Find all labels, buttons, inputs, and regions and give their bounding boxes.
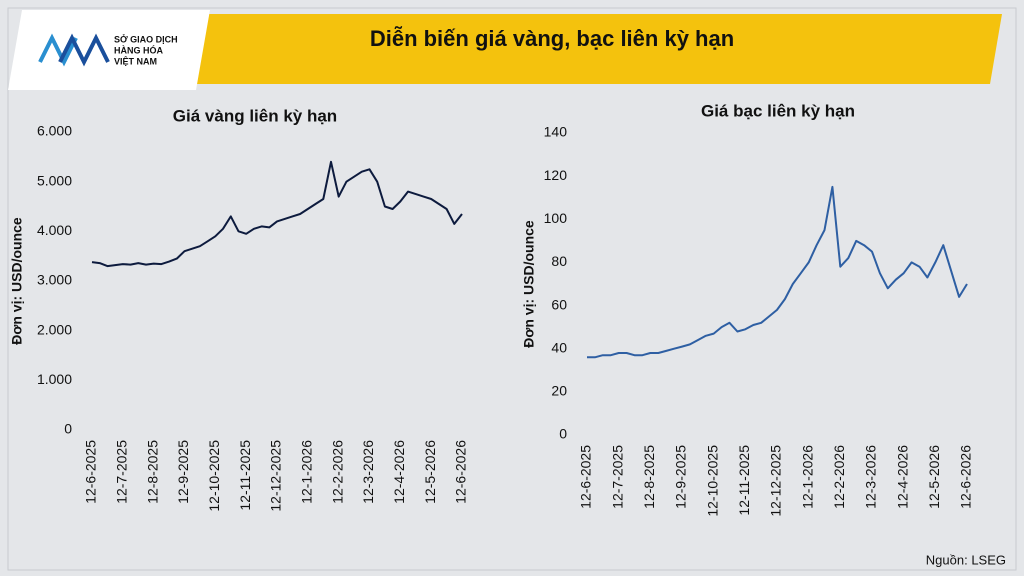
x-tick-label: 12-8-2025: [641, 445, 657, 509]
x-tick-label: 12-7-2025: [114, 440, 130, 504]
x-tick-label: 12-6-2025: [83, 440, 99, 504]
source: Nguồn: LSEG: [926, 552, 1006, 567]
logo-text: SỞ GIAO DỊCH: [114, 33, 178, 44]
frame: [7, 7, 1017, 571]
y-tick-label: 1.000: [37, 371, 72, 387]
x-tick-label: 12-11-2025: [237, 440, 253, 511]
logo-text: HÀNG HÓA: [114, 44, 163, 55]
x-tick-label: 12-1-2026: [799, 445, 815, 509]
x-tick-label: 12-1-2026: [299, 440, 315, 504]
logo-text: VIỆT NAM: [114, 55, 157, 66]
y-tick-label: 120: [544, 167, 568, 183]
y-tick-label: 80: [551, 253, 567, 269]
x-tick-label: 12-9-2025: [673, 445, 689, 509]
x-tick-label: 12-3-2026: [360, 440, 376, 504]
x-tick-label: 12-10-2025: [704, 445, 720, 517]
y-axis-label: Đơn vị: USD/ounce: [9, 217, 25, 345]
y-tick-label: 4.000: [37, 222, 72, 238]
y-tick-label: 6.000: [37, 123, 72, 139]
x-tick-label: 12-8-2025: [144, 440, 160, 504]
y-tick-label: 0: [64, 421, 72, 437]
y-tick-label: 40: [551, 339, 567, 355]
x-tick-label: 12-12-2025: [268, 440, 284, 512]
x-tick-label: 12-4-2026: [894, 445, 910, 509]
x-tick-label: 12-6-2026: [453, 440, 469, 504]
x-tick-label: 12-3-2026: [863, 445, 879, 509]
x-tick-label: 12-7-2025: [609, 445, 625, 509]
x-tick-label: 12-5-2026: [926, 445, 942, 509]
x-tick-label: 12-2-2026: [831, 445, 847, 509]
chart-title: Giá vàng liên kỳ hạn: [173, 106, 337, 125]
y-tick-label: 3.000: [37, 272, 72, 288]
y-tick-label: 2.000: [37, 321, 72, 337]
y-tick-label: 60: [551, 296, 567, 312]
header-band: [188, 14, 1002, 84]
x-tick-label: 12-9-2025: [175, 440, 191, 504]
x-tick-label: 12-12-2025: [768, 445, 784, 517]
x-tick-label: 12-2-2026: [329, 440, 345, 504]
x-tick-label: 12-5-2026: [422, 440, 438, 504]
logo-mark: [38, 33, 110, 67]
x-tick-label: 12-6-2026: [958, 445, 974, 509]
logo-box: [8, 10, 210, 90]
y-tick-label: 100: [544, 210, 568, 226]
x-tick-label: 12-10-2025: [206, 440, 222, 512]
x-tick-label: 12-6-2025: [578, 445, 594, 509]
y-tick-label: 140: [544, 124, 568, 140]
x-tick-label: 12-11-2025: [736, 445, 752, 516]
x-tick-label: 12-4-2026: [391, 440, 407, 504]
chart-title: Giá bạc liên kỳ hạn: [701, 101, 855, 120]
price-line: [587, 185, 968, 359]
y-tick-label: 5.000: [37, 172, 72, 188]
price-line: [91, 160, 463, 268]
y-tick-label: 20: [551, 383, 567, 399]
y-axis-label: Đơn vị: USD/ounce: [521, 220, 537, 348]
y-tick-label: 0: [559, 426, 567, 442]
page-title: Diễn biến giá vàng, bạc liên kỳ hạn: [370, 26, 734, 51]
